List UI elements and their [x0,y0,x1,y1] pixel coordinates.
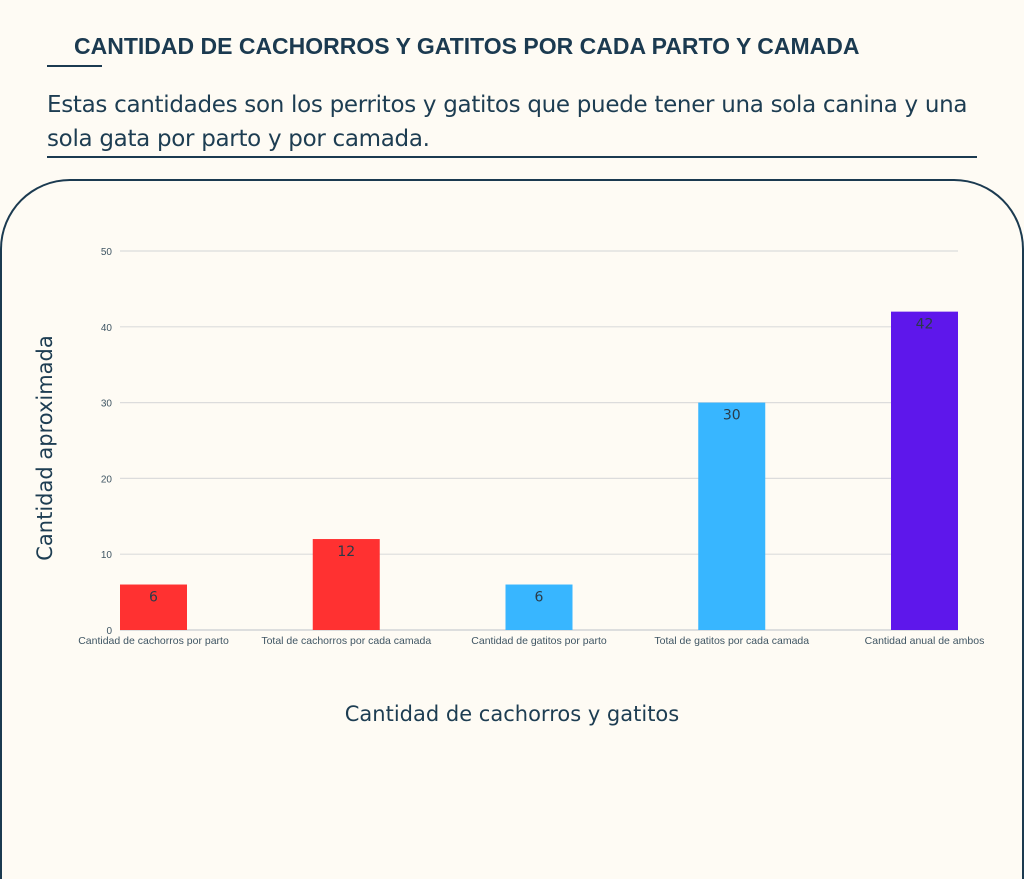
y-tick-label: 30 [101,399,113,410]
x-category-label: Cantidad de gatitos por parto [471,635,607,647]
data-label: 30 [723,408,741,424]
data-label: 42 [916,317,934,333]
x-axis-title: Cantidad de cachorros y gatitos [345,702,679,726]
chart-panel-border-right [494,179,1024,879]
data-label: 6 [149,590,158,606]
data-label: 6 [535,590,544,606]
y-tick-label: 40 [101,323,113,334]
x-category-label: Total de cachorros por cada camada [261,635,431,647]
gridlines [120,250,958,631]
y-tick-label: 10 [101,550,113,561]
x-category-label: Cantidad de cachorros por parto [78,635,229,647]
chart-panel-border-left [0,179,530,879]
y-tick-label: 20 [101,474,113,485]
bar [698,402,766,630]
bars [120,311,958,630]
page-subtitle: Estas cantidades son los perritos y gati… [47,92,968,152]
bar [312,539,380,630]
bar [891,311,958,630]
bar [505,584,573,630]
x-axis-categories: Cantidad de cachorros por parto Total de … [78,635,984,647]
bar [120,584,187,630]
bar-chart: 0 10 20 30 40 50 6 12 6 30 42 Cantidad de cachorr… [33,247,984,726]
title-accent-line [47,65,102,67]
y-axis-title: Cantidad aproximada [33,335,57,560]
y-tick-label: 50 [101,247,113,258]
subtitle-underline [47,156,977,158]
data-label: 12 [337,544,355,560]
page-title: CANTIDAD DE CACHORROS Y GATITOS POR CADA… [74,33,860,59]
data-labels: 6 12 6 30 42 [149,317,933,606]
x-category-label: Cantidad anual de ambos [865,635,985,647]
y-axis-ticks: 0 10 20 30 40 50 [101,247,113,637]
x-category-label: Total de gatitos por cada camada [654,635,809,647]
y-tick-label: 0 [106,626,112,637]
